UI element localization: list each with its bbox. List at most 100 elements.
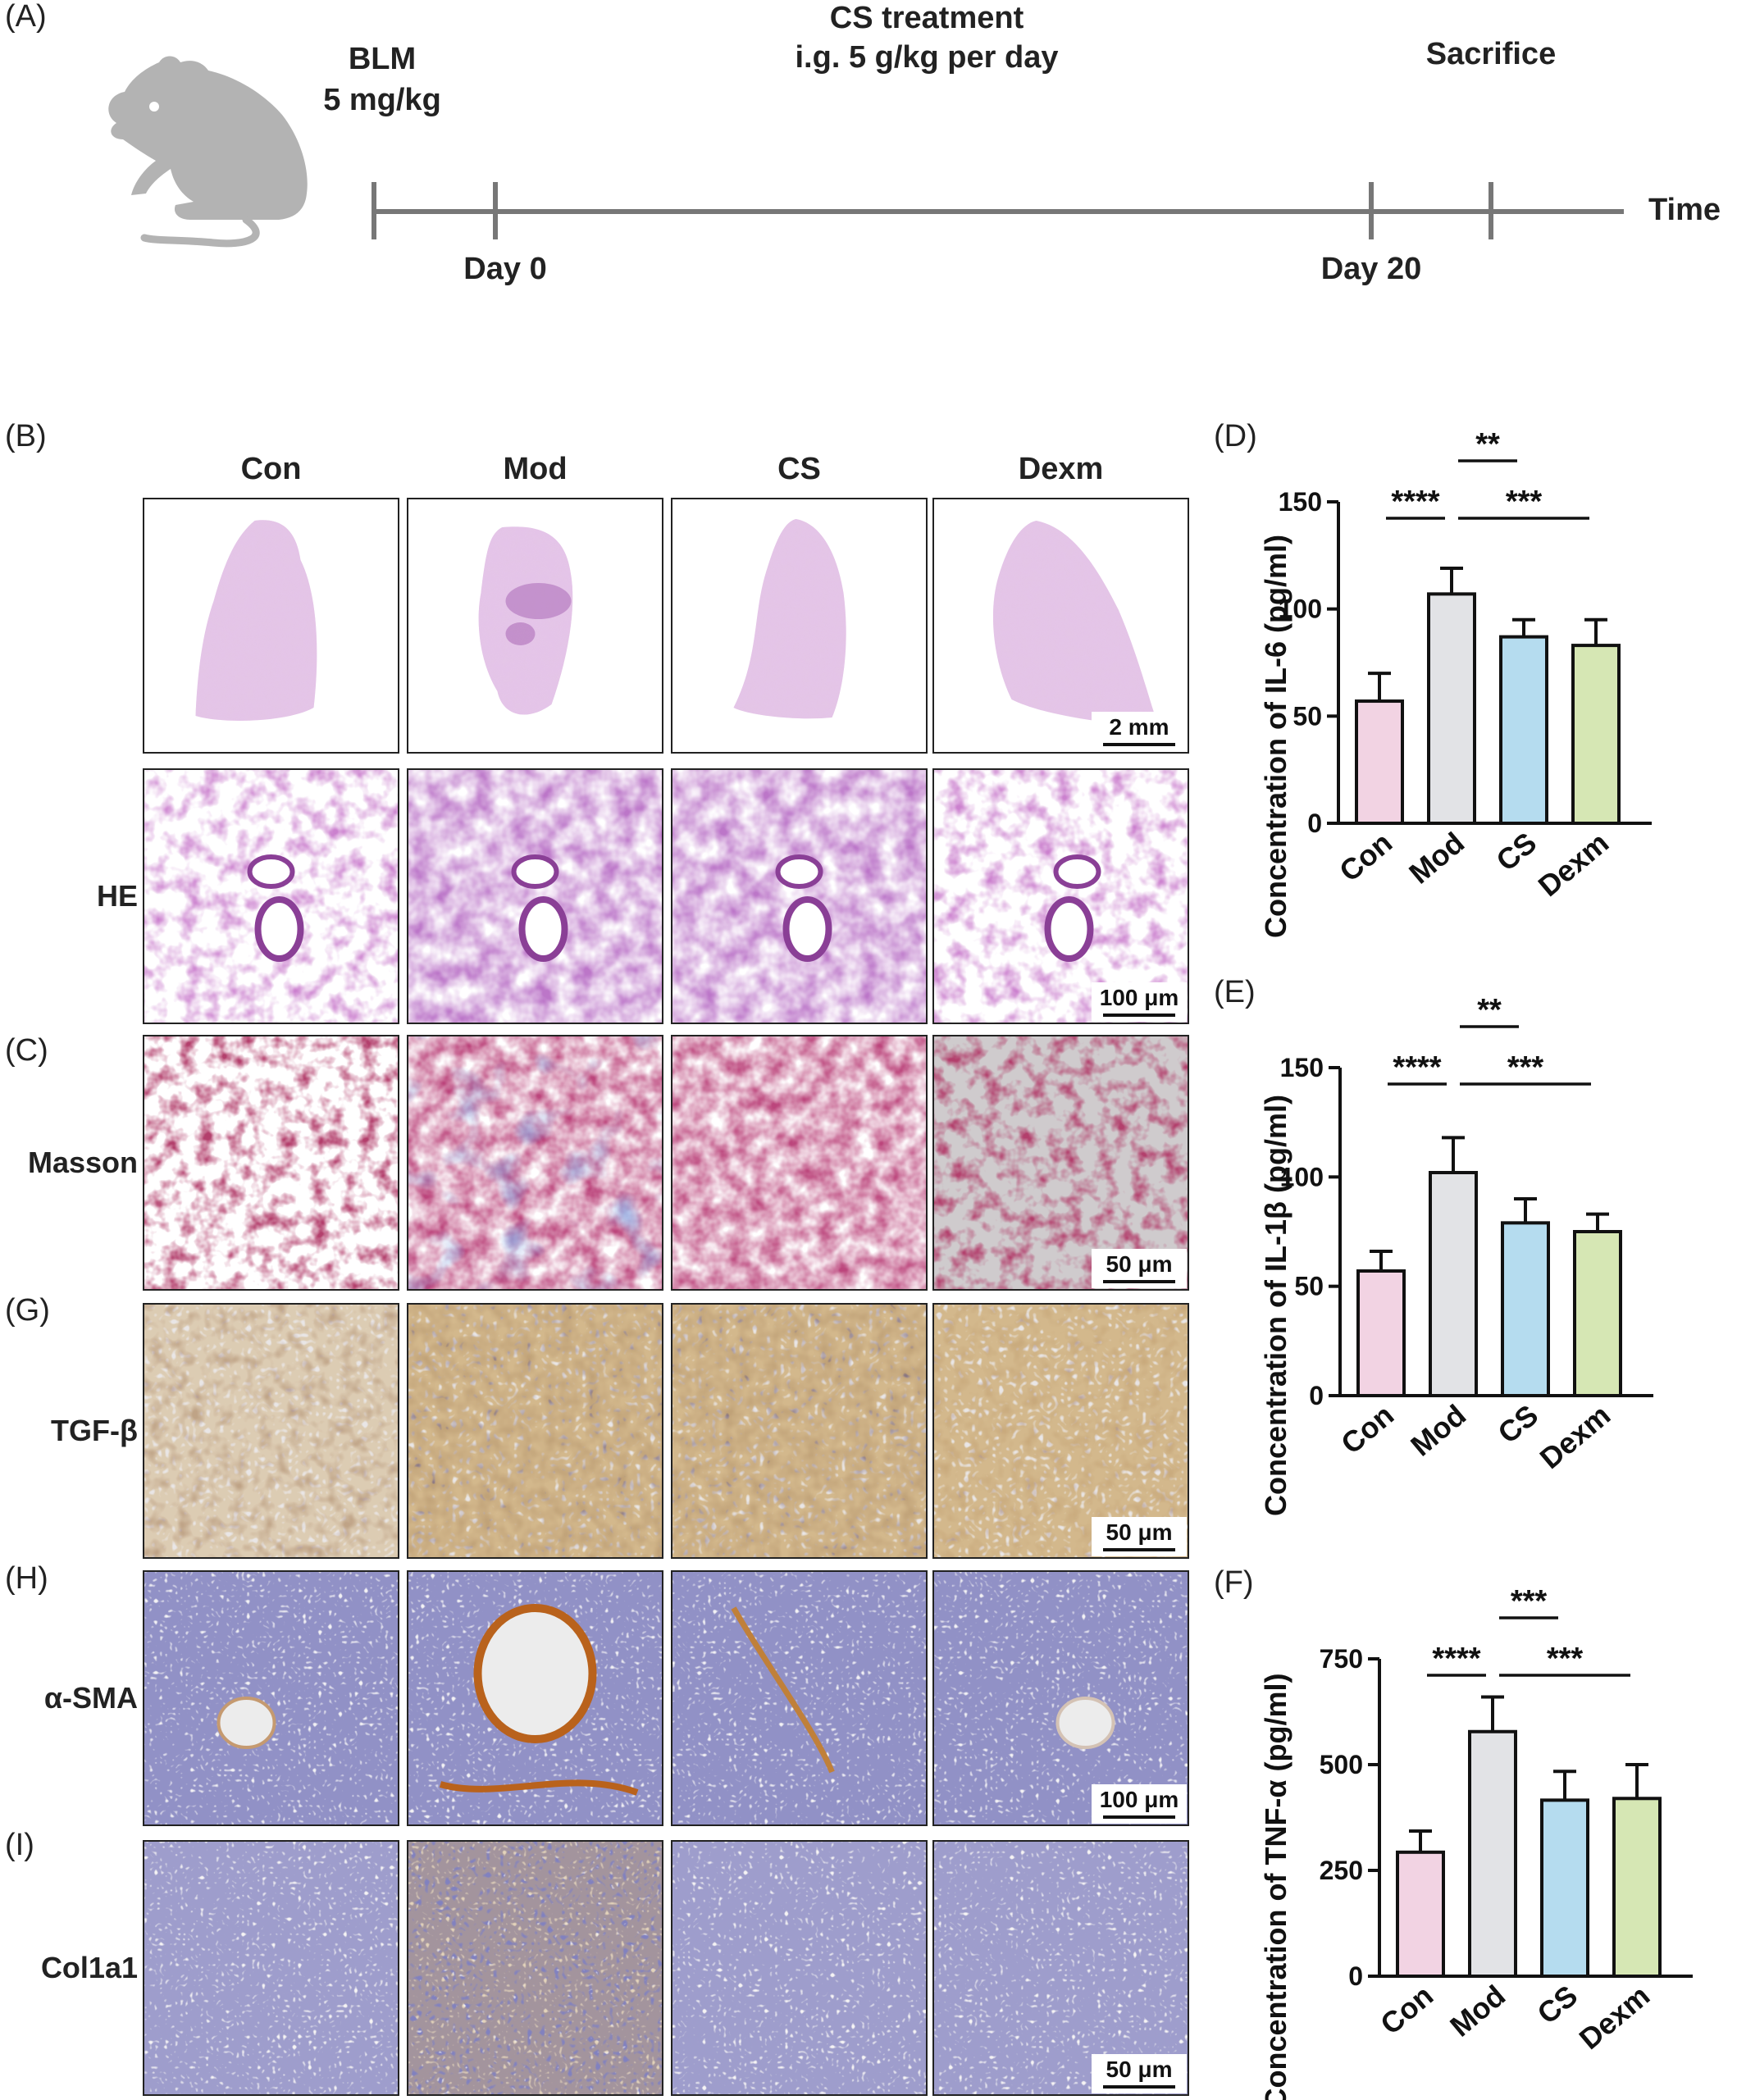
micrograph-ihc_sma-cs [671,1570,928,1826]
micrograph-ihc_tgf-con [143,1303,399,1559]
x-tick-label-dexm: Dexm [1532,826,1615,903]
x-tick-label-con: Con [1333,826,1398,888]
y-tick-label: 250 [1320,1856,1363,1885]
micrograph-ihc_tgf-mod [407,1303,663,1559]
bar-con [1355,699,1404,825]
scale-bar-label: 50 μm [1106,1251,1173,1277]
y-tick-label: 500 [1320,1750,1363,1779]
micrograph-overview-con [143,498,399,754]
cs-treatment-dose: i.g. 5 g/kg per day [796,40,1059,75]
scale-bar-label: 100 μm [1100,985,1179,1010]
panel-label-h: (H) [5,1561,48,1596]
significance-label: *** [1506,485,1543,519]
time-label: Time [1648,193,1721,227]
bar-chart-f: (F) 0 250 500 750 Concentration of TNF-α (pg/… [1214,1565,1693,2100]
row-label: HE [97,879,138,913]
bar-chart-e: (E) 0 50 100 150 Concentration of IL-1β (pg/m… [1214,975,1653,1516]
significance-label: *** [1507,1050,1544,1085]
x-tick-label-con: Con [1374,1979,1439,2041]
x-tick-label-con: Con [1334,1398,1400,1460]
histology-row-col1a1: Col1a1 50 μm [41,1840,1189,2096]
bar-charts: (D) 0 50 100 150 Concentration of IL-6 (pg/ml… [1214,419,1693,2100]
scale-bar: 50 μm [1092,2054,1187,2093]
histology-row-masson: Masson 50 μm [28,1035,1189,1291]
y-axis-title: Concentration of IL-6 (pg/ml) [1259,535,1292,938]
panel-label-b: (B) [5,419,47,453]
y-tick-label: 0 [1307,809,1322,838]
panel-label-i: (I) [5,1828,34,1862]
x-tick-label-dexm: Dexm [1534,1398,1616,1475]
y-tick-label: 0 [1309,1381,1324,1410]
bar-con [1396,1850,1445,1979]
row-label: TGF-β [51,1414,138,1447]
bar-dexm [1571,644,1621,825]
bar-cs [1499,635,1548,826]
column-header-cs: CS [777,452,821,486]
x-tick-label-cs: CS [1491,1398,1544,1451]
bar-mod [1429,1171,1478,1397]
scale-bar: 50 μm [1092,1249,1187,1288]
y-axis-title: Concentration of TNF-α (pg/ml) [1259,1673,1292,2100]
scale-bar: 2 mm [1092,712,1187,751]
panel-label-d: (D) [1214,419,1257,453]
panel-label-a: (A) [5,0,47,34]
micrograph-masson-con [143,1035,399,1291]
bar-cs [1540,1798,1589,1978]
significance-label: **** [1432,1642,1480,1676]
y-tick-label: 150 [1280,1053,1324,1082]
y-tick-label: 50 [1294,1272,1324,1301]
significance-label: *** [1547,1642,1584,1676]
x-tick-label-cs: CS [1489,826,1543,878]
bar-dexm [1573,1230,1622,1397]
significance-label: ** [1475,427,1500,462]
micrograph-masson-cs [671,1035,928,1291]
panel-label-c: (C) [5,1033,48,1068]
micrograph-he-dexm [932,768,1189,1024]
micrograph-masson-dexm [932,1035,1189,1291]
bar-con [1356,1269,1406,1397]
micrograph-ihc_col-cs [671,1840,928,2096]
y-axis-title: Concentration of IL-1β (pg/ml) [1259,1095,1292,1516]
day0-label: Day 0 [463,252,546,286]
scale-bar-label: 2 mm [1109,714,1169,740]
y-tick-label: 750 [1320,1644,1363,1674]
panel-label-e: (E) [1214,975,1256,1009]
micrograph-ihc_col-con [143,1840,399,2096]
micrograph-he-mod [407,768,663,1024]
x-tick-label-mod: Mod [1402,826,1470,891]
significance-label: **** [1391,485,1439,519]
scale-bar: 100 μm [1092,982,1187,1022]
micrograph-ihc_tgf-cs [671,1303,928,1559]
x-tick-label-dexm: Dexm [1573,1979,1656,2056]
scale-bar-label: 100 μm [1100,1787,1179,1812]
panel-label-g: (G) [5,1293,50,1328]
significance-label: ** [1477,993,1502,1027]
scale-bar: 100 μm [1092,1784,1187,1824]
micrograph-overview-mod [407,498,663,754]
scale-bar-label: 50 μm [1106,2057,1173,2082]
scale-bar-label: 50 μm [1106,1519,1173,1545]
scale-bar: 50 μm [1092,1517,1187,1556]
micrograph-he-cs [671,768,928,1024]
significance-label: *** [1511,1584,1548,1619]
timeline: BLM 5 mg/kg CS treatment i.g. 5 g/kg per… [323,1,1721,286]
bar-cs [1501,1221,1550,1398]
histology-row-he: HE 100 μm [97,768,1189,1024]
y-tick-label: 150 [1279,487,1322,517]
histology-row--sma: α-SMA 100 μm [44,1570,1189,1826]
y-tick-label: 100 [1280,1162,1324,1191]
day20-label: Day 20 [1321,252,1422,286]
x-tick-label-mod: Mod [1404,1398,1472,1463]
blm-dose: 5 mg/kg [323,83,441,117]
micrograph-overview-dexm [932,498,1189,754]
micrograph-overview-cs [671,498,928,754]
histology-row-tgf-: TGF-β 50 μm [51,1303,1189,1559]
bar-dexm [1612,1797,1662,1979]
row-label: Col1a1 [41,1951,138,1984]
micrograph-he-con [143,768,399,1024]
micrograph-masson-mod [407,1035,663,1291]
bar-mod [1427,592,1476,826]
column-header-mod: Mod [503,452,567,486]
cs-treatment-label: CS treatment [830,1,1024,35]
